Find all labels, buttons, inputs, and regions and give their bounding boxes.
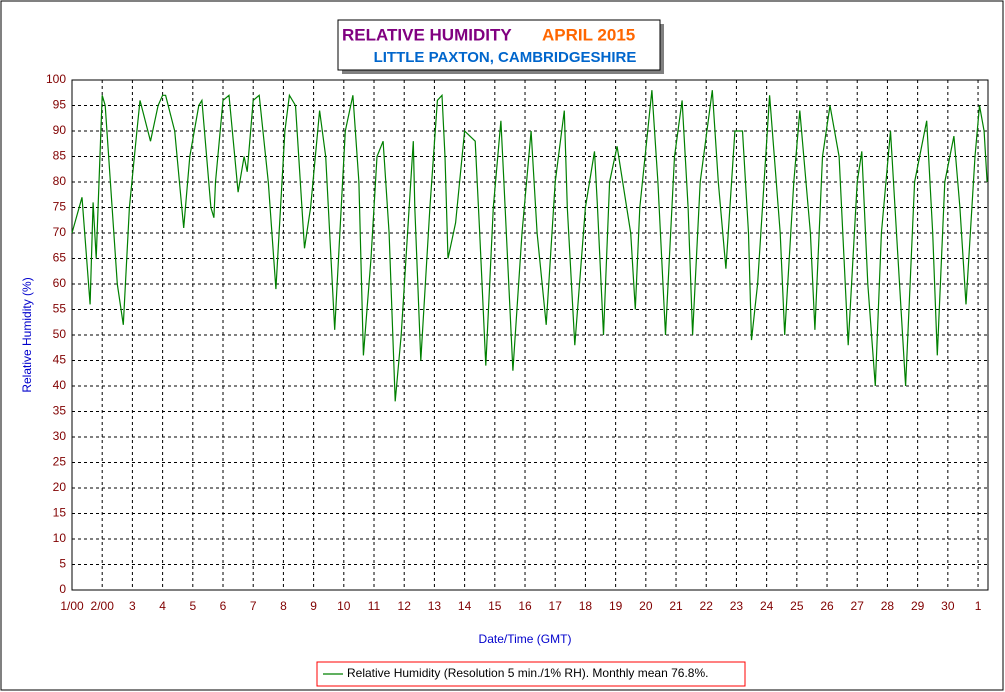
x-tick-label: 15 (488, 599, 502, 613)
x-tick-label: 24 (760, 599, 774, 613)
data-line (71, 90, 988, 402)
y-tick-label: 100 (46, 72, 66, 86)
x-tick-label: 5 (189, 599, 196, 613)
x-tick-label: 29 (911, 599, 925, 613)
x-tick-label: 7 (250, 599, 257, 613)
x-tick-label: 19 (609, 599, 623, 613)
x-tick-label: 9 (310, 599, 317, 613)
y-tick-label: 20 (53, 480, 67, 494)
y-tick-label: 85 (53, 149, 67, 163)
x-tick-label: 16 (518, 599, 532, 613)
x-tick-label: 26 (820, 599, 834, 613)
y-tick-label: 95 (53, 98, 67, 112)
y-tick-label: 40 (53, 378, 67, 392)
y-axis-label: Relative Humidity (%) (20, 277, 34, 392)
y-tick-label: 15 (53, 506, 67, 520)
y-tick-label: 90 (53, 123, 67, 137)
chart-subtitle: APRIL 2015 (542, 25, 635, 44)
x-tick-label: 20 (639, 599, 653, 613)
legend-label: Relative Humidity (Resolution 5 min./1% … (347, 666, 708, 680)
x-tick-label: 17 (549, 599, 563, 613)
x-tick-label: 22 (700, 599, 714, 613)
x-tick-label: 13 (428, 599, 442, 613)
x-tick-label: 1/00 (60, 599, 84, 613)
y-tick-label: 60 (53, 276, 67, 290)
plot-area (71, 79, 989, 591)
x-tick-label: 2/00 (91, 599, 115, 613)
y-tick-label: 5 (59, 557, 66, 571)
x-tick-label: 6 (220, 599, 227, 613)
y-tick-label: 45 (53, 353, 67, 367)
x-tick-label: 25 (790, 599, 804, 613)
y-tick-label: 0 (59, 582, 66, 596)
x-tick-label: 12 (398, 599, 412, 613)
x-tick-label: 27 (851, 599, 865, 613)
y-tick-label: 10 (53, 531, 67, 545)
x-tick-label: 21 (669, 599, 683, 613)
x-tick-label: 8 (280, 599, 287, 613)
x-tick-label: 28 (881, 599, 895, 613)
x-tick-label: 3 (129, 599, 136, 613)
title-box (337, 19, 661, 71)
x-tick-label: 30 (941, 599, 955, 613)
x-tick-label: 10 (337, 599, 351, 613)
y-tick-label: 30 (53, 429, 67, 443)
y-tick-label: 65 (53, 251, 67, 265)
y-tick-label: 70 (53, 225, 67, 239)
y-tick-label: 55 (53, 302, 67, 316)
x-tick-label: 23 (730, 599, 744, 613)
chart-location: LITTLE PAXTON, CAMBRIDGESHIRE (374, 49, 637, 66)
x-axis-label: Date/Time (GMT) (479, 632, 572, 646)
y-tick-label: 50 (53, 327, 67, 341)
chart-title: RELATIVE HUMIDITY (342, 25, 512, 44)
x-tick-label: 11 (368, 599, 381, 613)
x-tick-label: 14 (458, 599, 472, 613)
x-tick-label: 1 (975, 599, 982, 613)
y-tick-label: 25 (53, 455, 67, 469)
y-tick-label: 35 (53, 404, 67, 418)
legend (316, 661, 746, 687)
y-tick-label: 80 (53, 174, 67, 188)
x-tick-label: 4 (159, 599, 166, 613)
y-tick-label: 75 (53, 200, 67, 214)
x-tick-label: 18 (579, 599, 593, 613)
